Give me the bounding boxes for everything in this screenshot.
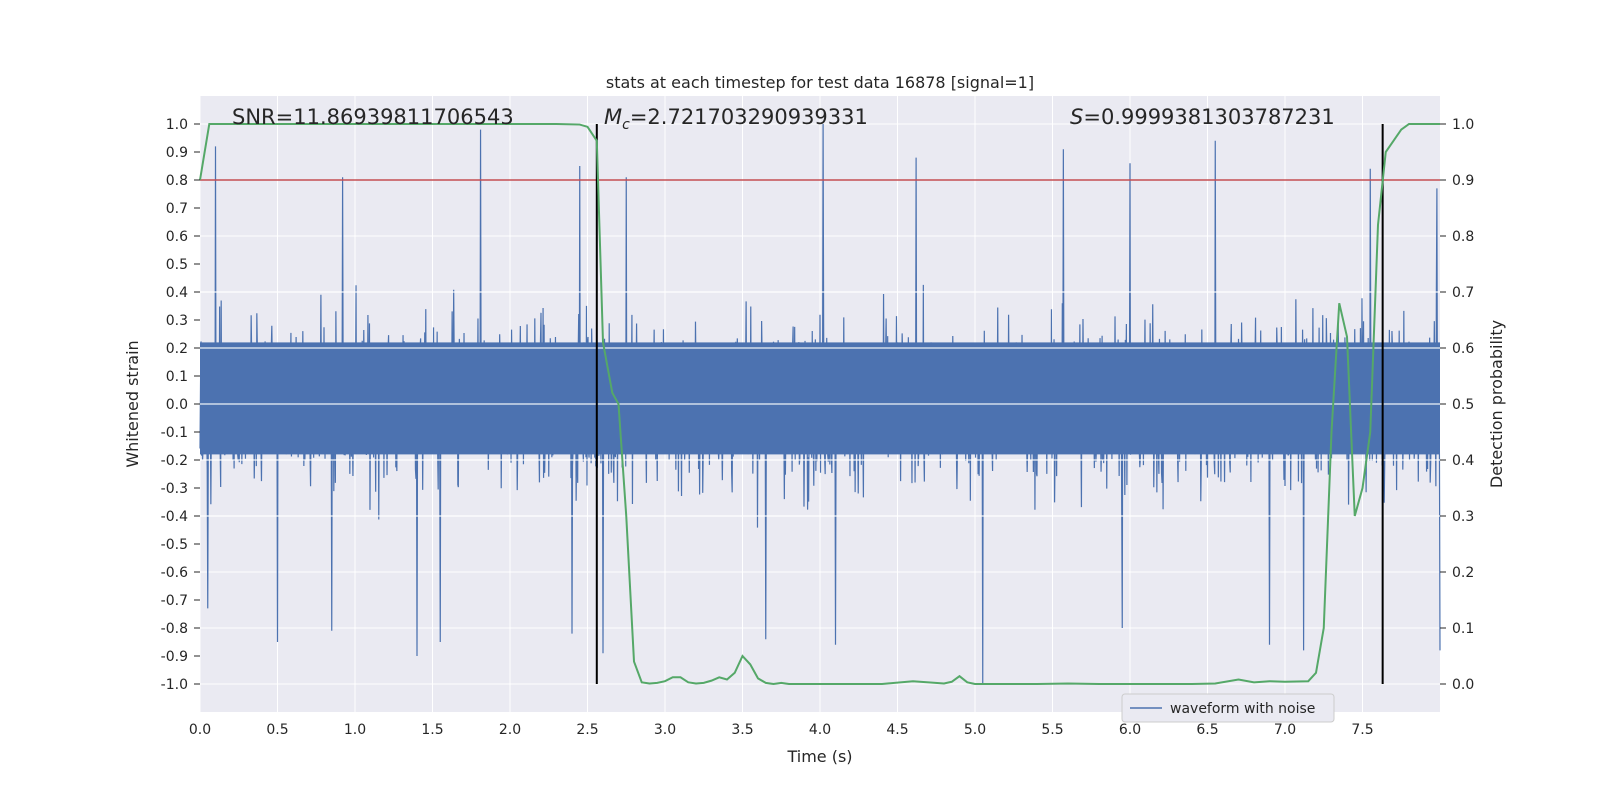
y-tick-label: -0.5: [161, 537, 188, 553]
chirp-mass-value: =2.721703290939331: [630, 105, 868, 129]
y-tick-label: 0.4: [166, 285, 188, 301]
legend: waveform with noise: [1121, 693, 1335, 723]
y-tick-label: 0.2: [166, 341, 188, 357]
y-tick-label: -0.3: [161, 481, 188, 497]
y-axis-label: Whitened strain: [123, 340, 142, 467]
y-tick-label: 0.6: [166, 229, 188, 245]
y2-axis-ticks: 0.0 0.1 0.2 0.3 0.4 0.5 0.6 0.7 0.8 0.9 1.0: [1440, 117, 1474, 693]
y-tick-label: 0.0: [166, 397, 188, 413]
y2-tick-label: 0.0: [1452, 677, 1474, 693]
x-tick-label: 5.0: [964, 722, 986, 738]
y-tick-label: 1.0: [166, 117, 188, 133]
y2-tick-label: 1.0: [1452, 117, 1474, 133]
detection-probability-line: [199, 123, 1440, 686]
x-axis-label: Time (s): [786, 747, 852, 766]
x-tick-label: 2.5: [576, 722, 598, 738]
y2-tick-label: 0.9: [1452, 173, 1474, 189]
y-tick-label: -1.0: [161, 677, 188, 693]
y-tick-label: -0.8: [161, 621, 188, 637]
x-tick-label: 6.0: [1119, 722, 1141, 738]
y-tick-label: 0.1: [166, 369, 188, 385]
chirp-mass-subscript: c: [622, 117, 630, 133]
x-tick-label: 4.5: [886, 722, 908, 738]
significance-value: =0.9999381303787231: [1083, 105, 1334, 129]
y-tick-label: 0.7: [166, 201, 188, 217]
y2-axis-label: Detection probability: [1487, 320, 1506, 488]
x-tick-label: 6.5: [1196, 722, 1218, 738]
chirp-mass-annotation: Mc=2.721703290939331: [604, 105, 868, 133]
x-tick-label: 4.0: [809, 722, 831, 738]
y-tick-label: 0.9: [166, 145, 188, 161]
y2-tick-label: 0.1: [1452, 621, 1474, 637]
x-tick-label: 3.5: [731, 722, 753, 738]
x-tick-label: 0.0: [189, 722, 211, 738]
significance-symbol: S: [1070, 105, 1083, 129]
y2-tick-label: 0.8: [1452, 229, 1474, 245]
y-tick-label: 0.5: [166, 257, 188, 273]
y2-tick-label: 0.7: [1452, 285, 1474, 301]
x-tick-label: 3.0: [654, 722, 676, 738]
x-tick-label: 2.0: [499, 722, 521, 738]
x-tick-label: 0.5: [266, 722, 288, 738]
x-tick-label: 7.5: [1351, 722, 1373, 738]
vertical-markers: [595, 124, 1384, 684]
y-tick-label: 0.3: [166, 313, 188, 329]
y-tick-label: -0.7: [161, 593, 188, 609]
x-axis-ticks: 0.0 0.5 1.0 1.5 2.0 2.5 3.0 3.5 4.0 4.5 5.0 5.5 6.0 6…: [189, 722, 1374, 738]
x-tick-label: 5.5: [1041, 722, 1063, 738]
y-tick-label: -0.9: [161, 649, 188, 665]
y2-tick-label: 0.5: [1452, 397, 1474, 413]
y2-tick-label: 0.3: [1452, 509, 1474, 525]
legend-box: [1121, 693, 1335, 723]
snr-annotation: SNR=11.86939811706543: [232, 105, 514, 129]
y-tick-label: 0.8: [166, 173, 188, 189]
y2-tick-label: 0.6: [1452, 341, 1474, 357]
significance-annotation: S=0.9999381303787231: [1070, 105, 1335, 129]
y-tick-label: -0.1: [161, 425, 188, 441]
chirp-mass-symbol: M: [604, 105, 622, 129]
waveform-series: [199, 123, 1441, 685]
y-tick-label: -0.2: [161, 453, 188, 469]
y2-tick-label: 0.2: [1452, 565, 1474, 581]
y2-tick-label: 0.4: [1452, 453, 1474, 469]
y-tick-label: -0.4: [161, 509, 188, 525]
x-tick-label: 7.0: [1274, 722, 1296, 738]
x-tick-label: 1.0: [344, 722, 366, 738]
y-axis-ticks: -1.0 -0.9 -0.8 -0.7 -0.6 -0.5 -0.4 -0.3 -0.2 -0.1…: [161, 117, 200, 693]
waveform-core: [200, 342, 1440, 455]
legend-label: waveform with noise: [1170, 701, 1315, 717]
y-tick-label: -0.6: [161, 565, 188, 581]
chart-title: stats at each timestep for test data 168…: [606, 73, 1034, 92]
x-tick-label: 1.5: [421, 722, 443, 738]
